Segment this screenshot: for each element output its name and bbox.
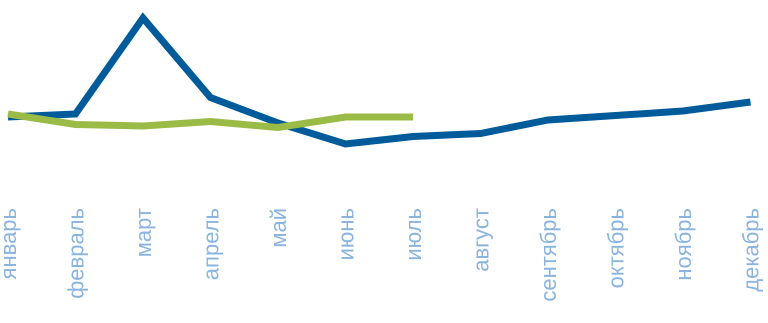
x-tick-label: сентябрь xyxy=(536,208,561,302)
series-line-2 xyxy=(7,110,413,132)
x-tick-label: январь xyxy=(0,208,21,279)
x-tick-label: июль xyxy=(401,208,426,261)
x-axis-tick-labels: январь февраль март апрель май июнь июль август… xyxy=(0,208,764,302)
x-tick-label: март xyxy=(131,208,156,257)
x-tick-label: май xyxy=(266,208,291,248)
x-tick-label: ноябрь xyxy=(671,208,696,281)
x-tick-label: апрель xyxy=(199,208,224,280)
x-tick-label: февраль xyxy=(64,208,89,299)
series-layer xyxy=(7,12,751,148)
x-tick-label: декабрь xyxy=(739,208,764,292)
x-tick-label: июнь xyxy=(334,208,359,260)
series-line-1 xyxy=(7,12,751,148)
x-tick-label: октябрь xyxy=(604,208,629,288)
x-tick-label: август xyxy=(469,208,494,272)
